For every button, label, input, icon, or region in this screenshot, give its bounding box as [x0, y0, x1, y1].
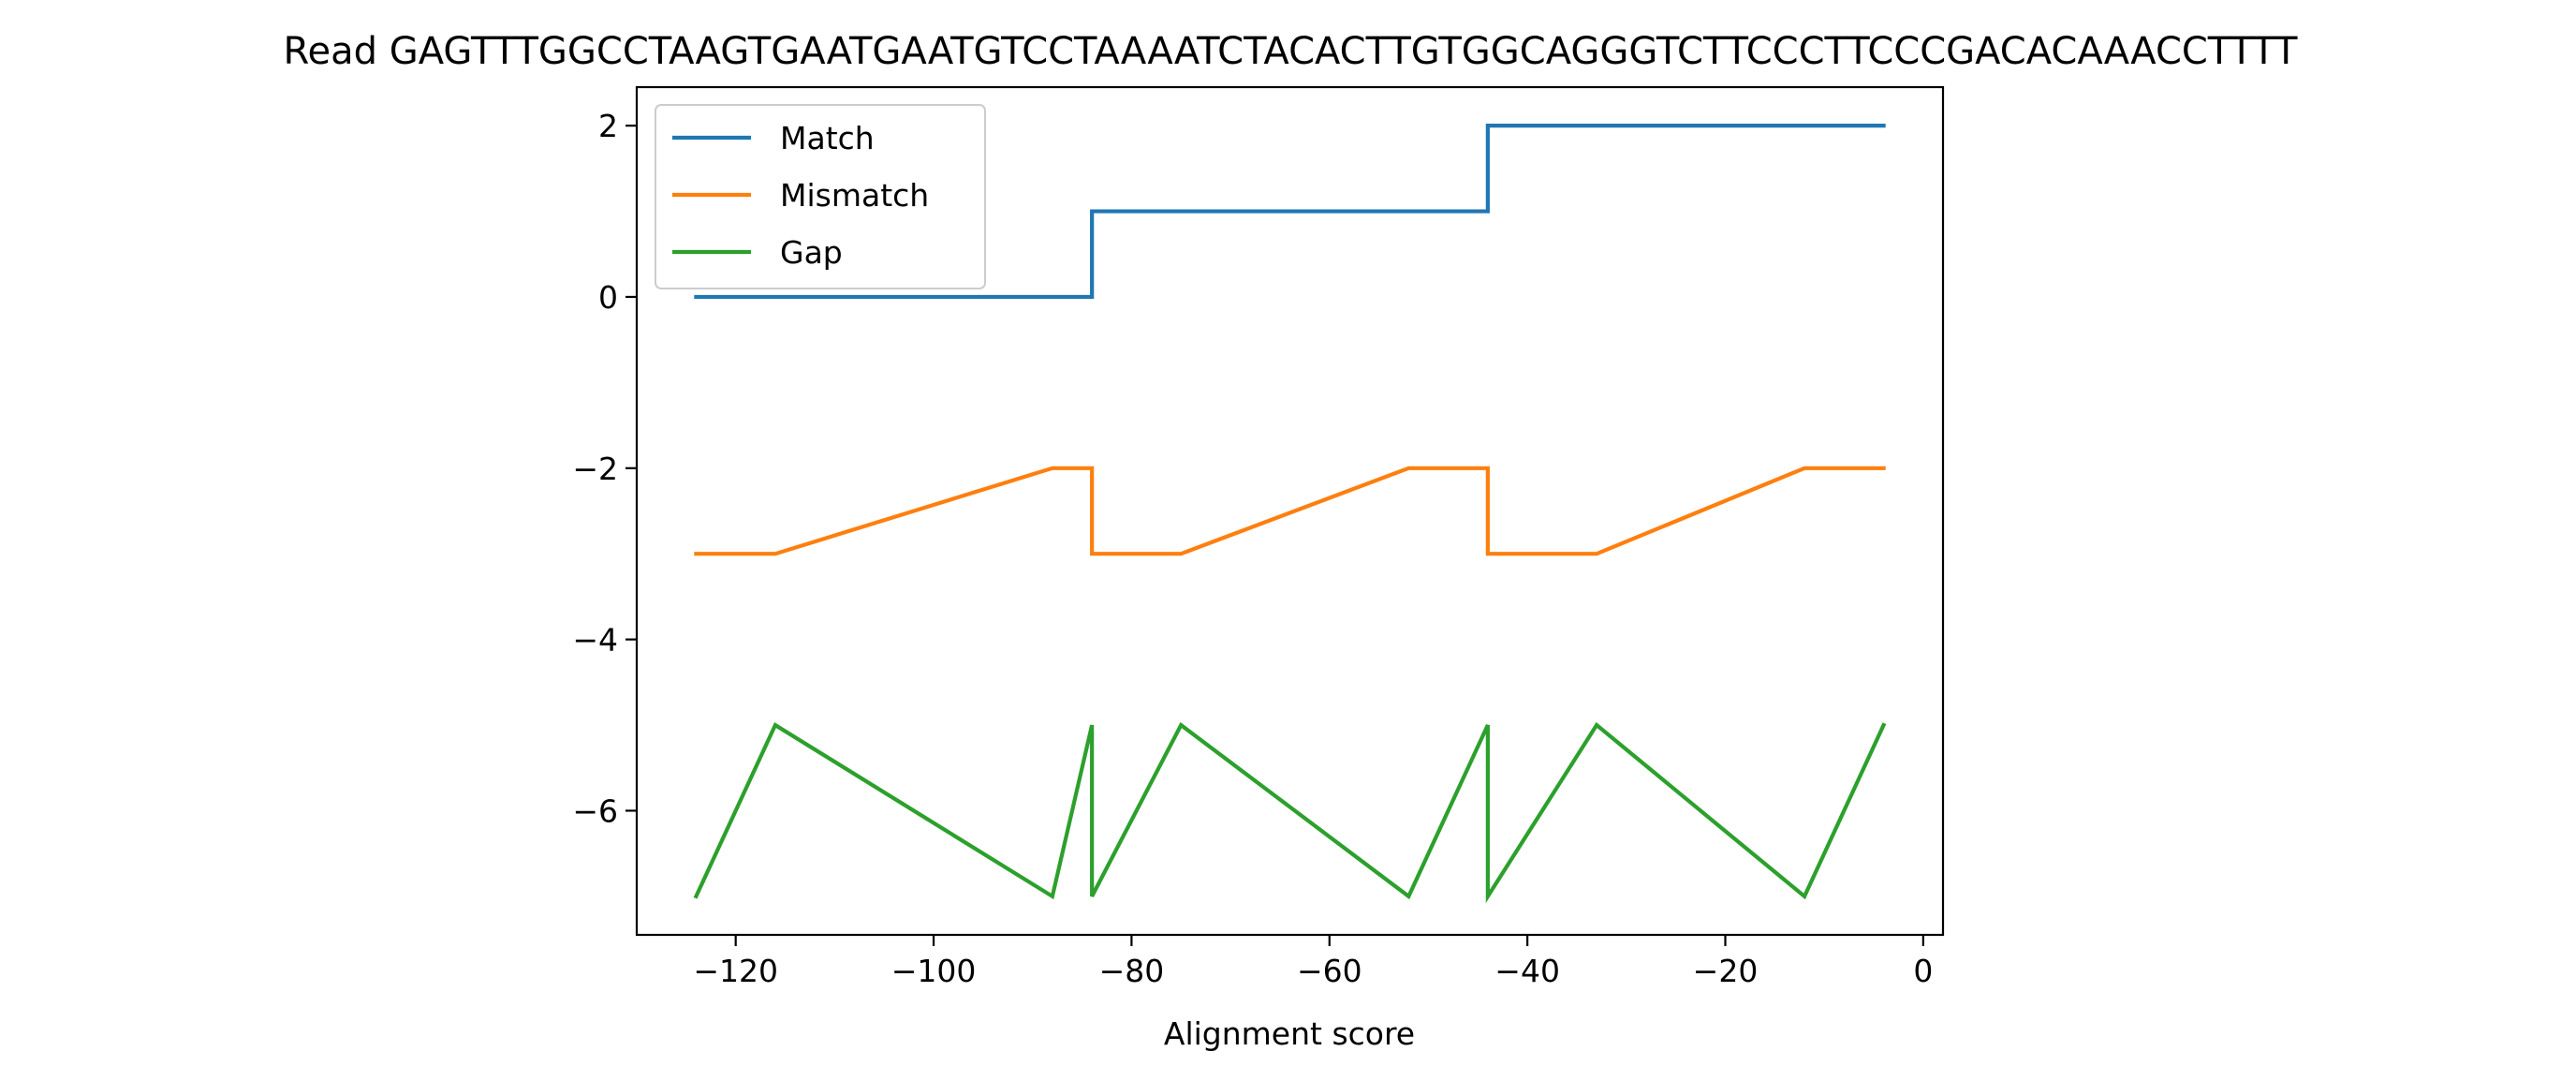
series-line-gap — [693, 721, 1887, 904]
y-tick-label: −4 — [572, 622, 618, 659]
x-tick-label: 0 — [1913, 953, 1933, 989]
y-tick-label: −6 — [572, 792, 618, 829]
x-axis-label: Alignment score — [1164, 1015, 1415, 1052]
chart-title: Read GAGTTTGGCCTAAGTGAATGAATGTCCTAAAATCT… — [284, 30, 2298, 73]
series-layer — [693, 124, 1887, 904]
legend-label-mismatch: Mismatch — [780, 177, 929, 214]
x-tick-label: −80 — [1099, 953, 1165, 989]
legend-box — [655, 104, 986, 289]
legend: Match Mismatch Gap — [655, 104, 986, 289]
x-tick-label: −60 — [1297, 953, 1362, 989]
plot-frame — [635, 85, 1945, 937]
legend-label-gap: Gap — [780, 234, 843, 271]
legend-label-match: Match — [780, 120, 875, 156]
x-tick-label: −120 — [693, 953, 778, 989]
y-tick-label: 2 — [598, 108, 618, 144]
y-tick-label: 0 — [598, 279, 618, 316]
x-tick-label: −40 — [1494, 953, 1560, 989]
x-tick-label: −100 — [891, 953, 977, 989]
x-axis: −120 −100 −80 −60 −40 −20 0 — [693, 935, 1933, 989]
y-axis: 2 0 −2 −4 −6 — [572, 108, 637, 829]
y-tick-label: −2 — [572, 451, 618, 487]
x-tick-label: −20 — [1693, 953, 1759, 989]
series-line-match — [694, 124, 1886, 300]
series-line-mismatch — [694, 466, 1886, 556]
